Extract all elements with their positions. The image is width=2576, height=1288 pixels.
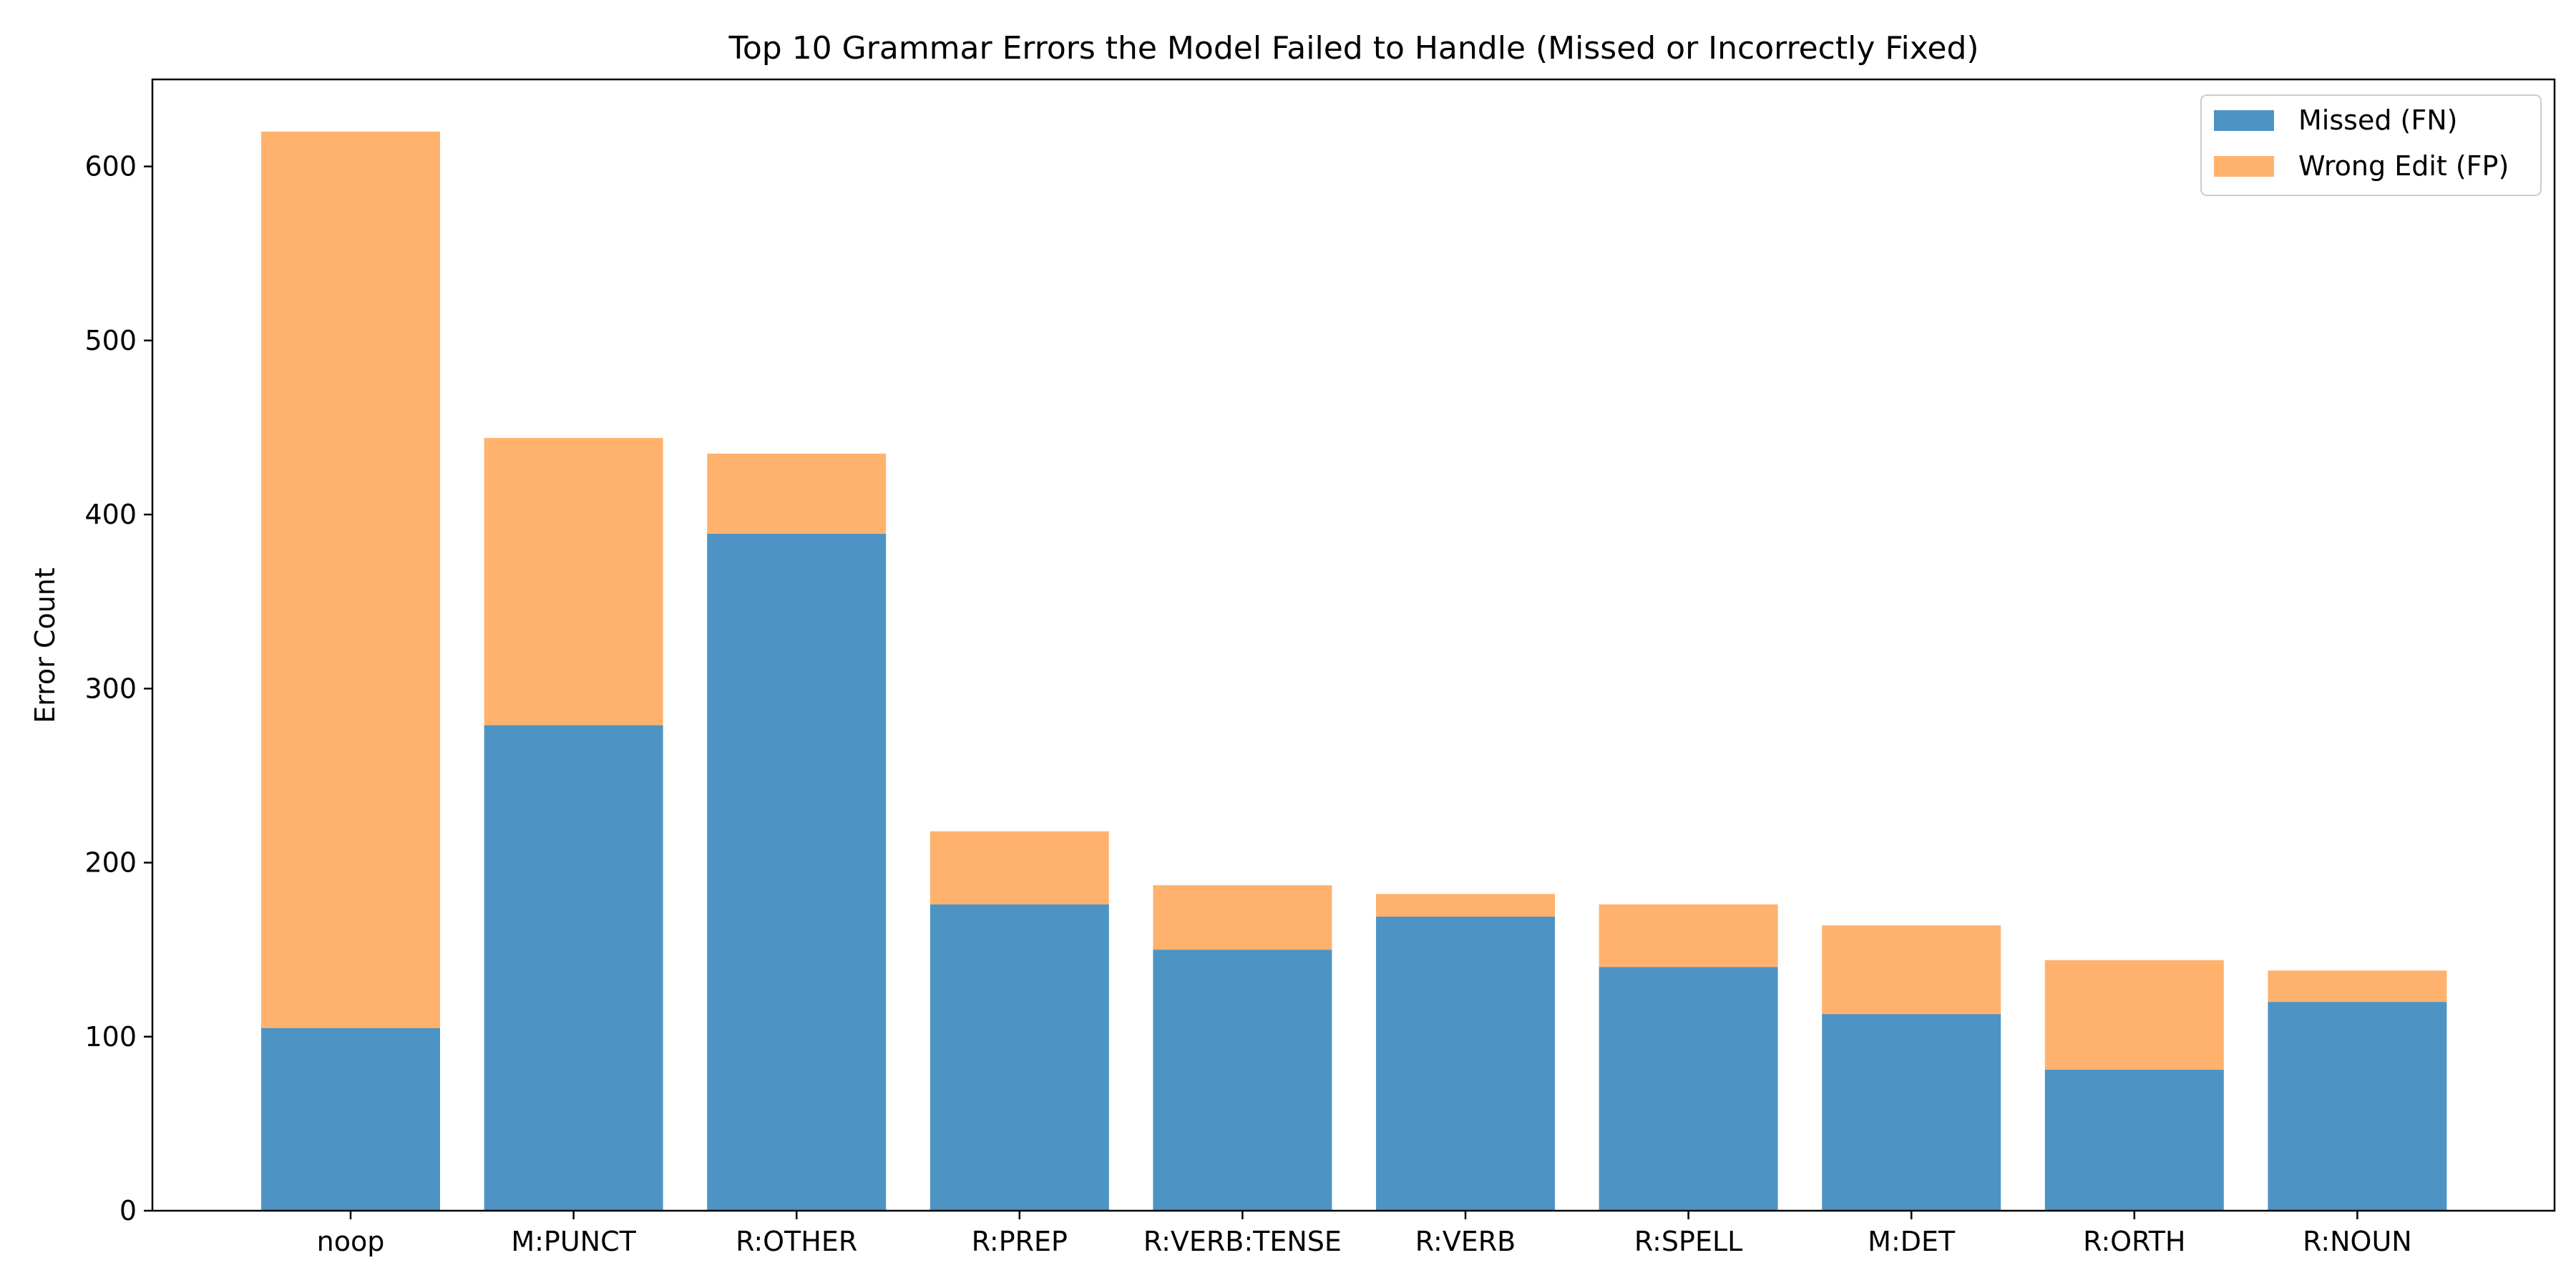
legend: Missed (FN) Wrong Edit (FP): [2200, 94, 2542, 196]
bar-missed-8: [2044, 1069, 2224, 1211]
x-tick-label-1: M:PUNCT: [511, 1226, 636, 1257]
x-tick-label-3: R:PREP: [972, 1226, 1068, 1257]
legend-box: [2200, 94, 2542, 196]
y-tick-label-2: 200: [84, 847, 137, 879]
x-tick-label-0: noop: [317, 1226, 385, 1257]
bar-missed-4: [1153, 950, 1332, 1211]
bar-wrong-edit-9: [2268, 970, 2447, 1002]
y-tick-label-6: 600: [84, 151, 137, 182]
bar-missed-1: [484, 725, 663, 1211]
y-tick-label-4: 400: [84, 499, 137, 530]
plot-frame: [151, 78, 2556, 1212]
bar-wrong-edit-8: [2044, 960, 2224, 1070]
x-tick-label-2: R:OTHER: [736, 1226, 857, 1257]
bars-group: [261, 131, 2447, 1211]
y-axis-label: Error Count: [29, 567, 61, 723]
bar-wrong-edit-0: [261, 131, 440, 1028]
x-axis: noop M:PUNCT R:OTHER R:PREP R:VERB:TENSE R:VE…: [317, 1211, 2412, 1257]
y-tick-label-1: 100: [84, 1021, 137, 1053]
bar-missed-5: [1376, 916, 1555, 1211]
bar-wrong-edit-7: [1822, 925, 2001, 1015]
bar-missed-0: [261, 1028, 440, 1211]
legend-swatch-0: [2214, 110, 2274, 131]
bar-missed-9: [2268, 1002, 2447, 1211]
x-tick-label-7: M:DET: [1868, 1226, 1956, 1257]
x-tick-label-4: R:VERB:TENSE: [1143, 1226, 1342, 1257]
bar-wrong-edit-3: [930, 831, 1109, 904]
y-axis: 0 100 200 300 400 500 600: [84, 151, 152, 1226]
bar-missed-3: [930, 904, 1109, 1211]
legend-label-1: Wrong Edit (FP): [2298, 150, 2509, 182]
x-tick-label-5: R:VERB: [1415, 1226, 1516, 1257]
bar-wrong-edit-2: [707, 453, 887, 534]
chart-title: Top 10 Grammar Errors the Model Failed t…: [728, 30, 1979, 67]
x-tick-label-6: R:SPELL: [1634, 1226, 1742, 1257]
bar-missed-6: [1599, 967, 1778, 1211]
bar-wrong-edit-1: [484, 438, 663, 726]
bar-missed-2: [707, 533, 887, 1211]
x-tick-label-8: R:ORTH: [2083, 1226, 2185, 1257]
bar-wrong-edit-5: [1376, 894, 1555, 917]
bar-missed-7: [1822, 1014, 2001, 1211]
legend-label-0: Missed (FN): [2298, 104, 2457, 136]
y-tick-label-3: 300: [84, 673, 137, 704]
x-tick-label-9: R:NOUN: [2303, 1226, 2412, 1257]
bar-wrong-edit-6: [1599, 904, 1778, 967]
bar-wrong-edit-4: [1153, 885, 1332, 950]
legend-swatch-1: [2214, 156, 2274, 177]
y-tick-label-5: 500: [84, 325, 137, 356]
y-tick-label-0: 0: [119, 1195, 137, 1226]
